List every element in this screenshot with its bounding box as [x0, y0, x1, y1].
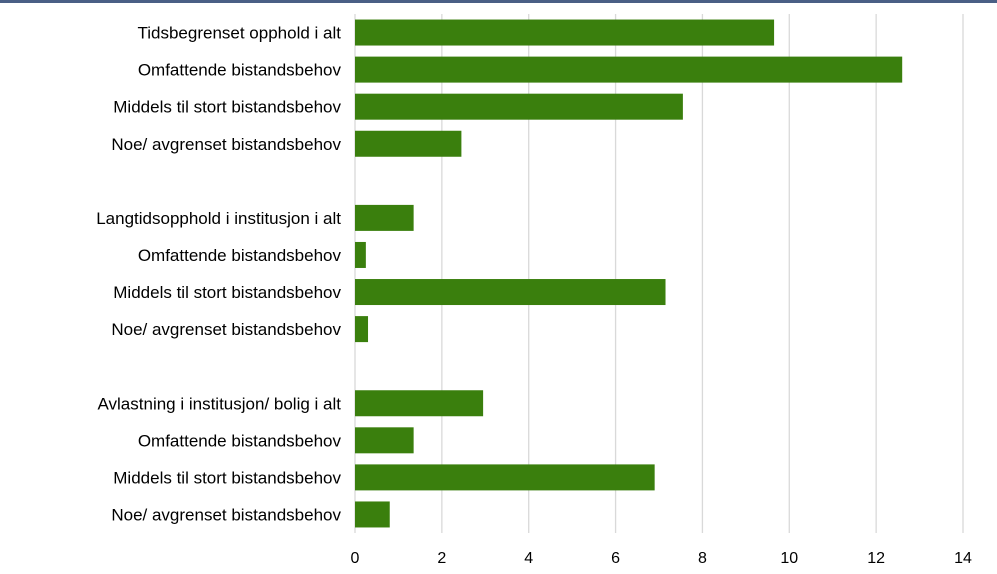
x-tick-label-6: 12: [867, 550, 885, 567]
bar-13: [355, 501, 390, 528]
bar-6: [355, 241, 366, 268]
top-border: [0, 0, 997, 3]
x-tick-label-7: 14: [954, 550, 972, 567]
category-label-2: Middels til stort bistandsbehov: [113, 98, 341, 117]
category-label-10: Avlastning i institusjon/ bolig i alt: [98, 394, 342, 413]
x-tick-label-1: 2: [437, 550, 446, 567]
bar-5: [355, 204, 414, 231]
bar-11: [355, 427, 414, 454]
bar-12: [355, 464, 655, 491]
bar-10: [355, 390, 484, 417]
category-label-8: Noe/ avgrenset bistandsbehov: [111, 320, 341, 339]
bar-1: [355, 56, 903, 83]
category-label-6: Omfattende bistandsbehov: [138, 246, 342, 265]
x-tick-label-0: 0: [351, 550, 360, 567]
bar-2: [355, 93, 683, 120]
category-label-7: Middels til stort bistandsbehov: [113, 283, 341, 302]
bar-3: [355, 130, 462, 157]
x-tick-label-2: 4: [524, 550, 533, 567]
category-label-5: Langtidsopphold i institusjon i alt: [96, 209, 341, 228]
bar-7: [355, 279, 666, 306]
x-tick-label-5: 10: [780, 550, 798, 567]
category-label-12: Middels til stort bistandsbehov: [113, 468, 341, 487]
bar-8: [355, 316, 369, 343]
category-label-11: Omfattende bistandsbehov: [138, 431, 342, 450]
category-label-0: Tidsbegrenset opphold i alt: [137, 24, 341, 43]
category-label-1: Omfattende bistandsbehov: [138, 61, 342, 80]
bar-0: [355, 19, 775, 46]
category-label-3: Noe/ avgrenset bistandsbehov: [111, 135, 341, 154]
x-tick-label-3: 6: [611, 550, 620, 567]
category-label-13: Noe/ avgrenset bistandsbehov: [111, 505, 341, 524]
x-tick-label-4: 8: [698, 550, 707, 567]
